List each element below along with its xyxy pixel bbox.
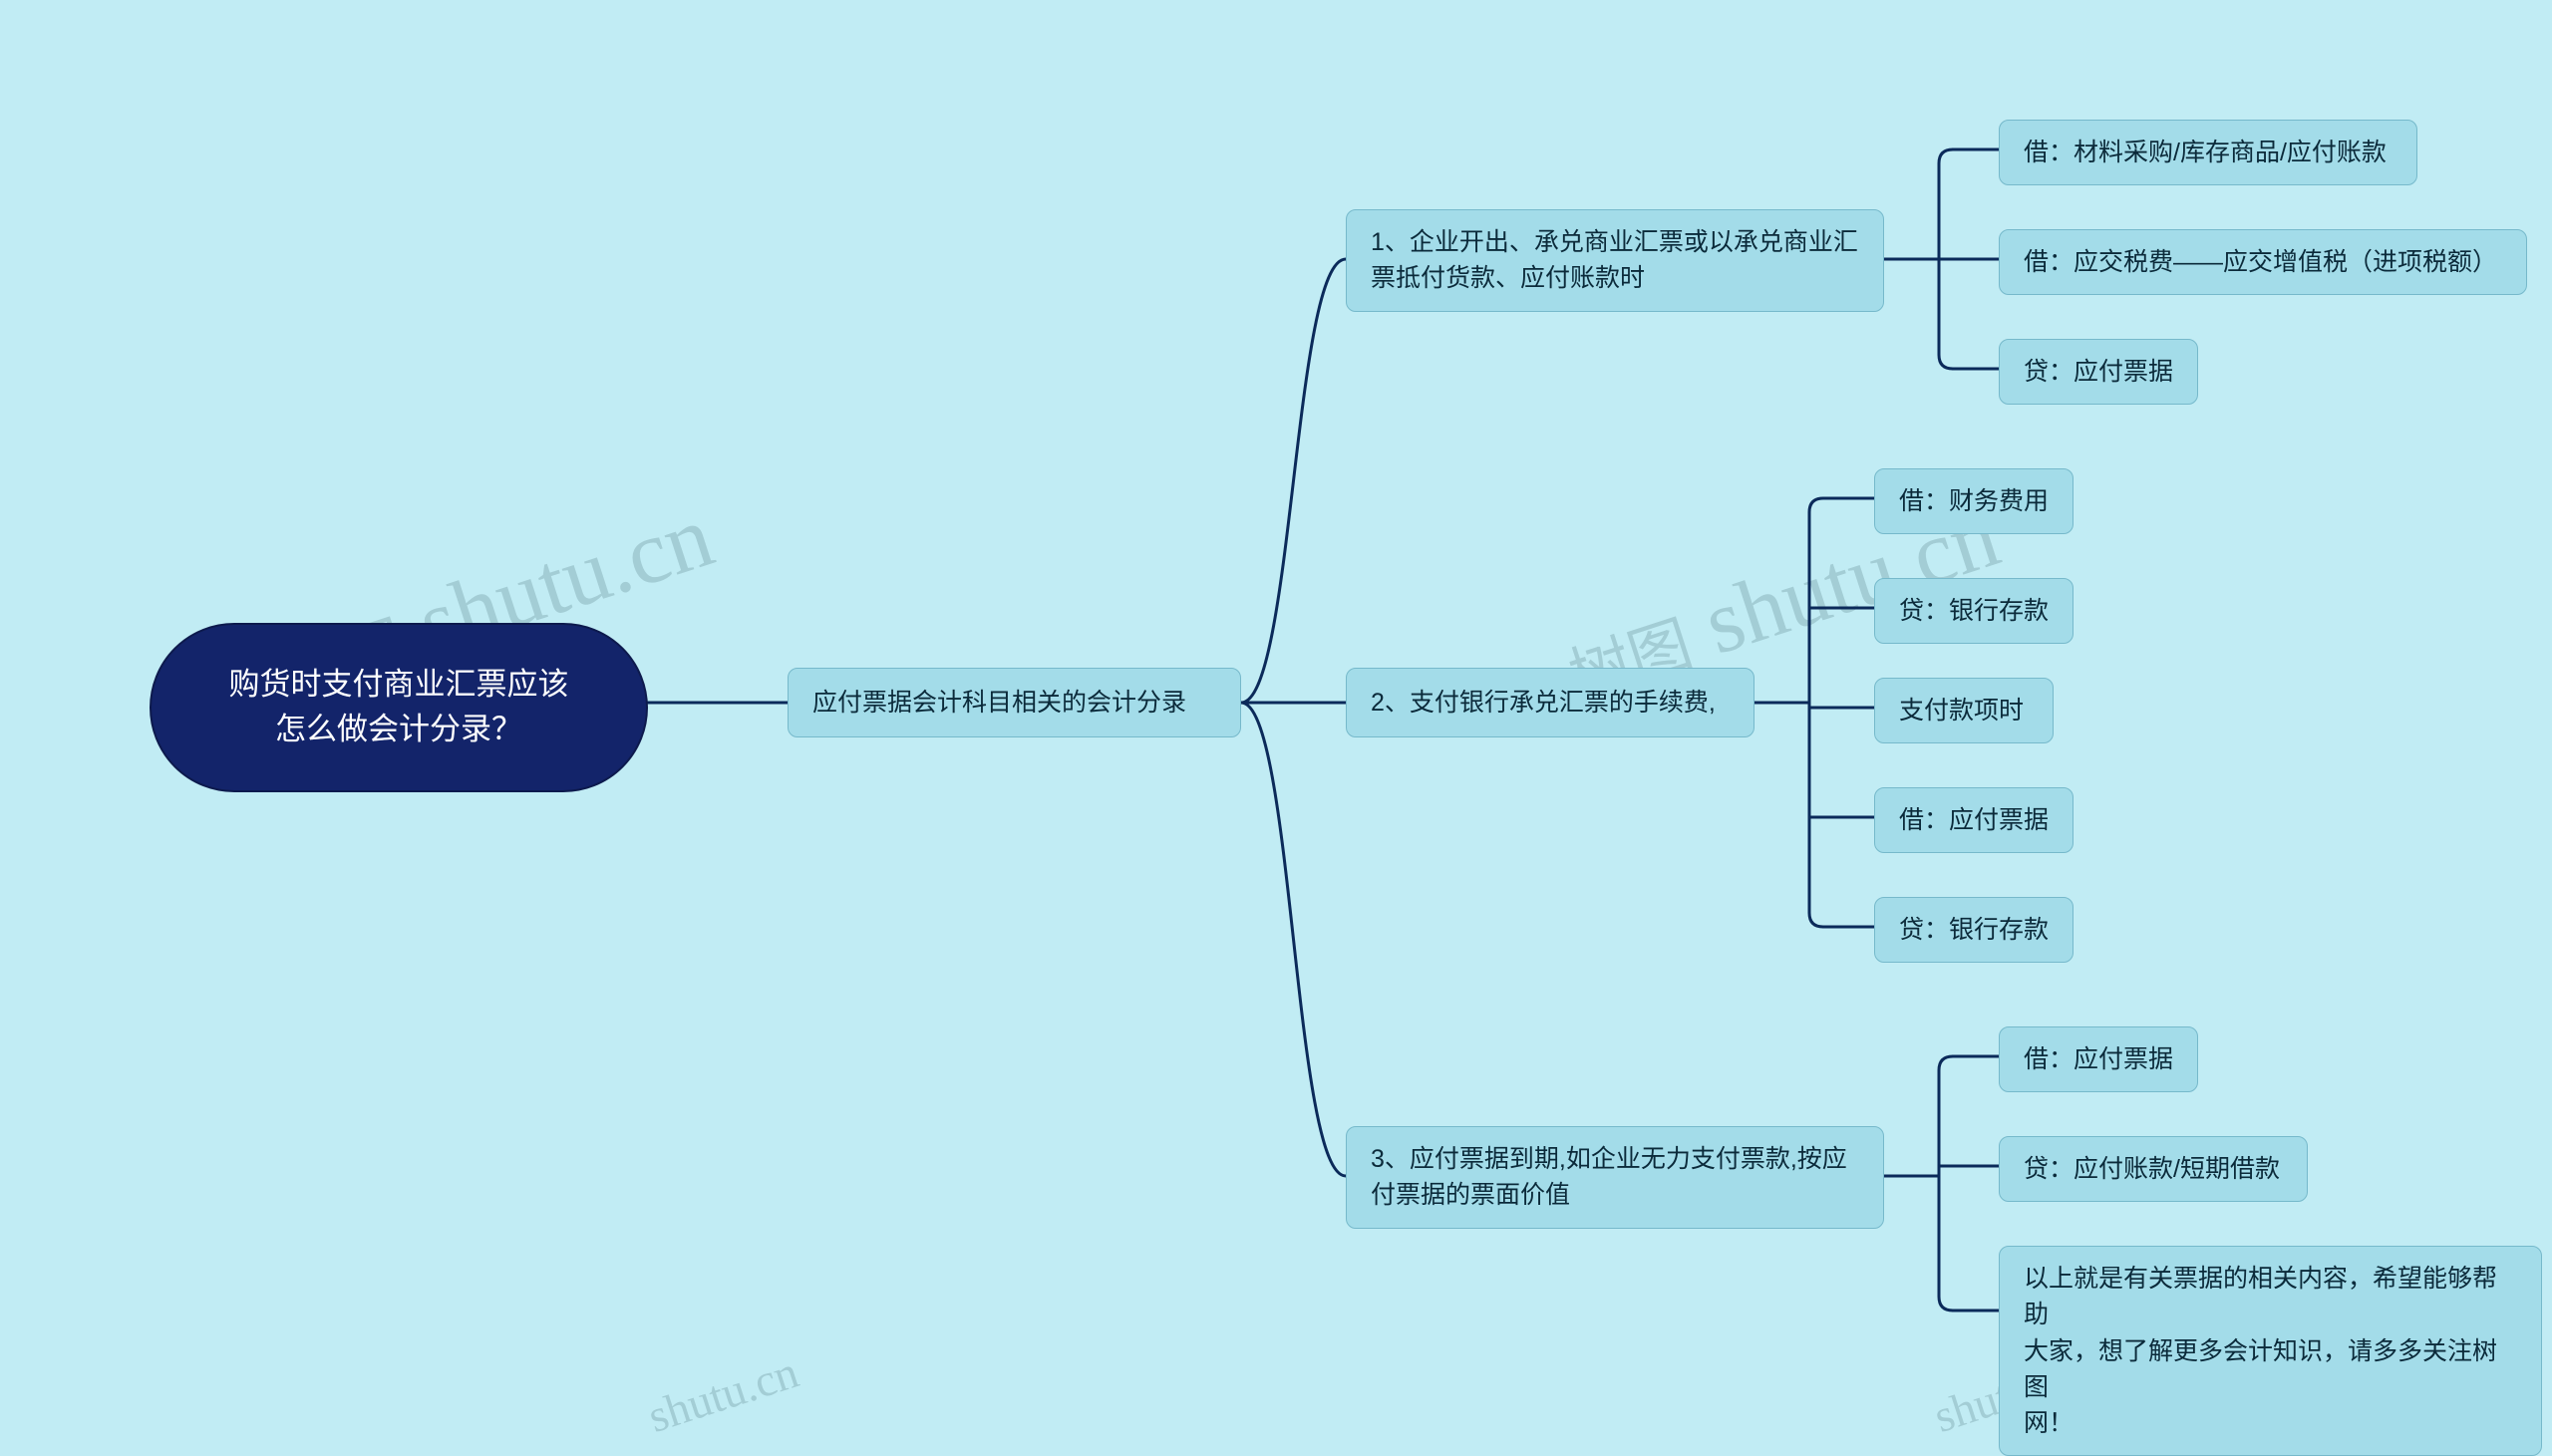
leaf-node-2-4-label: 借：应付票据 xyxy=(1899,802,2049,838)
level2-node-2-label: 2、支付银行承兑汇票的手续费, xyxy=(1371,685,1716,721)
leaf-node-2-1-label: 借：财务费用 xyxy=(1899,483,2049,519)
leaf-node-3-3-label: 以上就是有关票据的相关内容，希望能够帮助大家，想了解更多会计知识，请多多关注树图… xyxy=(2024,1261,2517,1441)
level2-node-2[interactable]: 2、支付银行承兑汇票的手续费, xyxy=(1346,668,1754,737)
level2-node-3[interactable]: 3、应付票据到期,如企业无力支付票款,按应付票据的票面价值 xyxy=(1346,1126,1884,1229)
root-node-label: 购货时支付商业汇票应该怎么做会计分录？ xyxy=(229,663,569,752)
leaf-node-2-3-label: 支付款项时 xyxy=(1899,693,2024,728)
leaf-node-1-1-label: 借：材料采购/库存商品/应付账款 xyxy=(2024,135,2387,170)
root-node[interactable]: 购货时支付商业汇票应该怎么做会计分录？ xyxy=(150,623,648,792)
level2-node-1[interactable]: 1、企业开出、承兑商业汇票或以承兑商业汇票抵付货款、应付账款时 xyxy=(1346,209,1884,312)
leaf-node-2-4[interactable]: 借：应付票据 xyxy=(1874,787,2074,853)
leaf-node-1-3-label: 贷：应付票据 xyxy=(2024,354,2173,390)
leaf-node-3-1[interactable]: 借：应付票据 xyxy=(1999,1026,2198,1092)
leaf-node-3-2[interactable]: 贷：应付账款/短期借款 xyxy=(1999,1136,2308,1202)
leaf-node-3-1-label: 借：应付票据 xyxy=(2024,1041,2173,1077)
watermark-3: shutu.cn xyxy=(642,1345,804,1443)
leaf-node-3-3[interactable]: 以上就是有关票据的相关内容，希望能够帮助大家，想了解更多会计知识，请多多关注树图… xyxy=(1999,1246,2542,1456)
leaf-node-2-1[interactable]: 借：财务费用 xyxy=(1874,468,2074,534)
leaf-node-2-3[interactable]: 支付款项时 xyxy=(1874,678,2054,743)
level1-node-label: 应付票据会计科目相关的会计分录 xyxy=(812,685,1186,721)
level2-node-3-label: 3、应付票据到期,如企业无力支付票款,按应付票据的票面价值 xyxy=(1371,1141,1847,1214)
leaf-node-3-2-label: 贷：应付账款/短期借款 xyxy=(2024,1151,2280,1187)
leaf-node-1-2-label: 借：应交税费——应交增值税（进项税额） xyxy=(2024,244,2497,280)
leaf-node-2-2[interactable]: 贷：银行存款 xyxy=(1874,578,2074,644)
leaf-node-2-5[interactable]: 贷：银行存款 xyxy=(1874,897,2074,963)
leaf-node-1-2[interactable]: 借：应交税费——应交增值税（进项税额） xyxy=(1999,229,2527,295)
mindmap-canvas: 树图 shutu.cn 树图 shutu.cn shutu.cn shutu.c… xyxy=(0,0,2552,1406)
level1-node[interactable]: 应付票据会计科目相关的会计分录 xyxy=(788,668,1241,737)
level2-node-1-label: 1、企业开出、承兑商业汇票或以承兑商业汇票抵付货款、应付账款时 xyxy=(1371,224,1858,297)
leaf-node-2-5-label: 贷：银行存款 xyxy=(1899,912,2049,948)
leaf-node-1-1[interactable]: 借：材料采购/库存商品/应付账款 xyxy=(1999,120,2417,185)
leaf-node-2-2-label: 贷：银行存款 xyxy=(1899,593,2049,629)
leaf-node-1-3[interactable]: 贷：应付票据 xyxy=(1999,339,2198,405)
